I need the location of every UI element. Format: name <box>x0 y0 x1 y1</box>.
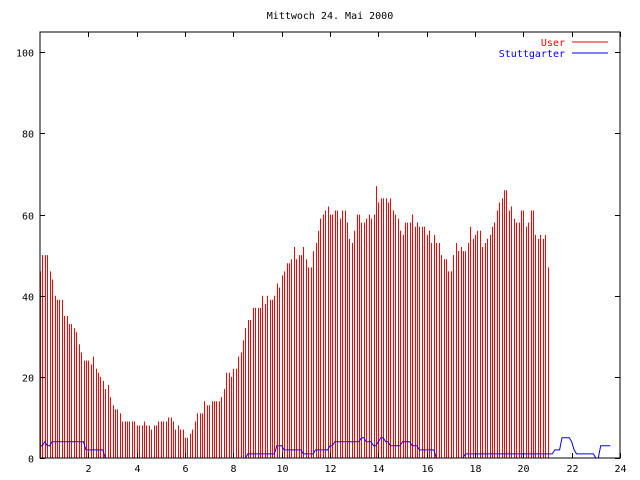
y-tick-label: 80 <box>22 130 34 141</box>
y-tick-label: 0 <box>28 455 34 466</box>
x-tick-label: 12 <box>324 464 336 475</box>
x-tick-label: 22 <box>566 464 578 475</box>
y-tick-label: 60 <box>22 212 34 223</box>
x-tick-label: 2 <box>85 464 91 475</box>
x-tick-label: 24 <box>614 464 626 475</box>
x-tick-label: 20 <box>517 464 529 475</box>
legend-label-stuttgarter: Stuttgarter <box>499 49 565 60</box>
legend-label-user: User <box>541 38 565 49</box>
x-tick-label: 6 <box>182 464 188 475</box>
y-tick-label: 20 <box>22 374 34 385</box>
x-tick-label: 18 <box>469 464 481 475</box>
y-tick-label: 100 <box>16 49 34 60</box>
chart-title: Mittwoch 24. Mai 2000 <box>267 11 393 22</box>
legend: User Stuttgarter <box>499 38 608 60</box>
x-tick-label: 4 <box>134 464 140 475</box>
x-tick-label: 14 <box>372 464 384 475</box>
y-tick-label: 40 <box>22 293 34 304</box>
x-tick-label: 8 <box>230 464 236 475</box>
x-tick-label: 10 <box>276 464 288 475</box>
user-bars <box>40 186 549 458</box>
x-tick-label: 16 <box>421 464 433 475</box>
